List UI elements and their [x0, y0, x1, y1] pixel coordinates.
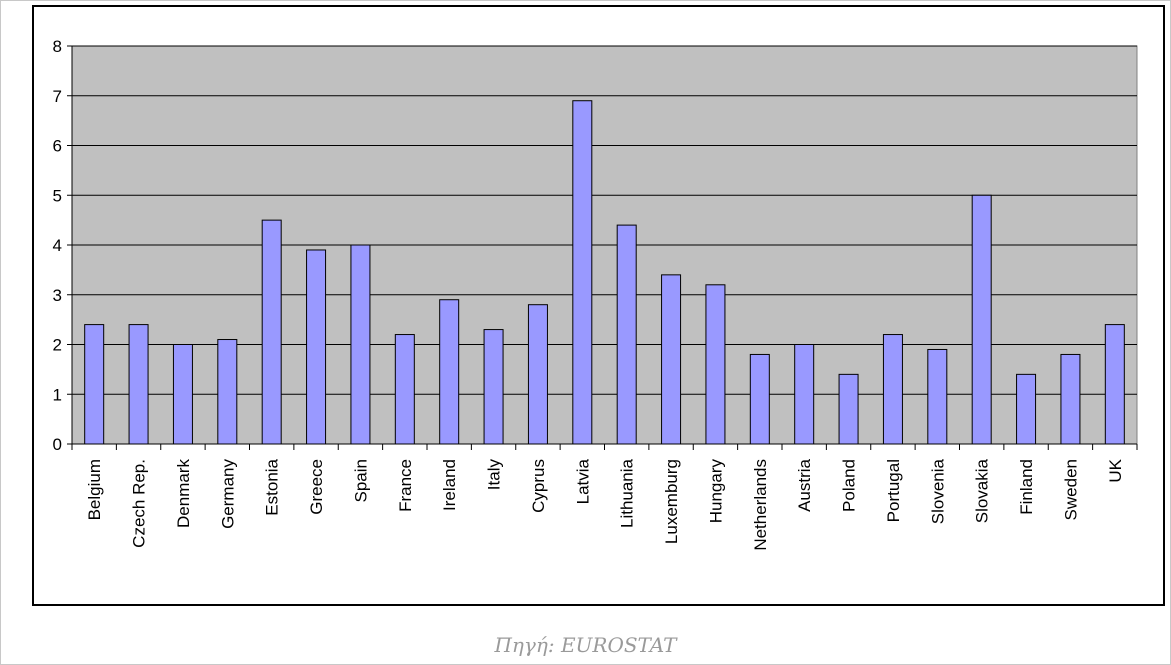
x-category-label: Slovakia	[973, 458, 992, 523]
y-tick-label: 0	[53, 435, 62, 454]
bar-denmark	[172, 344, 193, 445]
x-category-label: Spain	[351, 459, 370, 502]
bar-estonia	[261, 219, 282, 445]
x-category-label: Cyprus	[529, 459, 548, 513]
bar-slovenia	[927, 348, 948, 445]
x-category-label: Lithuania	[618, 458, 637, 528]
bar-ireland	[439, 299, 460, 445]
x-category-label: Luxemburg	[662, 459, 681, 544]
x-category-label: Netherlands	[751, 459, 770, 551]
bar-chart: 0 1 2 3 4 5 6 7 8 Belgium Czech Rep. Denmark Germany…	[53, 37, 1138, 551]
bar-portugal	[882, 334, 903, 445]
bar-austria	[794, 344, 815, 445]
bar-uk	[1104, 324, 1125, 445]
bar-luxemburg	[661, 274, 682, 445]
bar-cyprus	[527, 304, 548, 445]
x-category-label: Poland	[840, 459, 859, 512]
bar-netherlands	[749, 353, 770, 445]
y-tick-label: 2	[53, 336, 62, 355]
x-category-label: Latvia	[573, 458, 592, 504]
bar-germany	[217, 339, 238, 445]
bar-france	[394, 334, 415, 445]
bar-latvia	[572, 100, 593, 445]
bar-czech-rep	[128, 324, 149, 445]
y-tick-label: 5	[53, 186, 62, 205]
y-tick-label: 8	[53, 37, 62, 56]
x-category-label: Denmark	[174, 459, 193, 528]
bar-hungary	[705, 284, 726, 445]
y-tick-label: 1	[53, 385, 62, 404]
x-category-label: Slovenia	[928, 458, 947, 524]
source-note: Πηγή: EUROSTAT	[494, 633, 677, 657]
y-tick-label: 6	[53, 137, 62, 156]
bar-greece	[306, 249, 327, 445]
bar-poland	[838, 373, 859, 445]
x-category-label: Portugal	[884, 459, 903, 522]
bar-spain	[350, 244, 371, 445]
bar-lithuania	[616, 224, 637, 445]
x-category-label: Hungary	[706, 459, 725, 524]
chart-container: 0 1 2 3 4 5 6 7 8 Belgium Czech Rep. Denmark Germany…	[32, 5, 1165, 606]
x-category-label: Greece	[307, 459, 326, 515]
bar-sweden	[1060, 353, 1081, 445]
bar-belgium	[84, 324, 105, 445]
bar-finland	[1016, 373, 1037, 445]
x-category-label: Estonia	[263, 458, 282, 515]
bar-slovakia	[971, 194, 992, 445]
y-tick-label: 3	[53, 286, 62, 305]
x-category-label: Finland	[1017, 459, 1036, 515]
x-category-label: Italy	[485, 459, 504, 491]
x-category-label: Germany	[218, 459, 237, 529]
bar-italy	[483, 329, 504, 445]
y-tick-label: 7	[53, 87, 62, 106]
x-category-label: UK	[1106, 458, 1125, 482]
x-category-label: Sweden	[1061, 459, 1080, 520]
x-category-label: Ireland	[440, 459, 459, 511]
x-category-label: France	[396, 459, 415, 512]
x-category-label: Austria	[795, 458, 814, 511]
y-tick-label: 4	[53, 236, 62, 255]
x-category-label: Belgium	[85, 459, 104, 520]
x-category-label: Czech Rep.	[130, 459, 149, 548]
